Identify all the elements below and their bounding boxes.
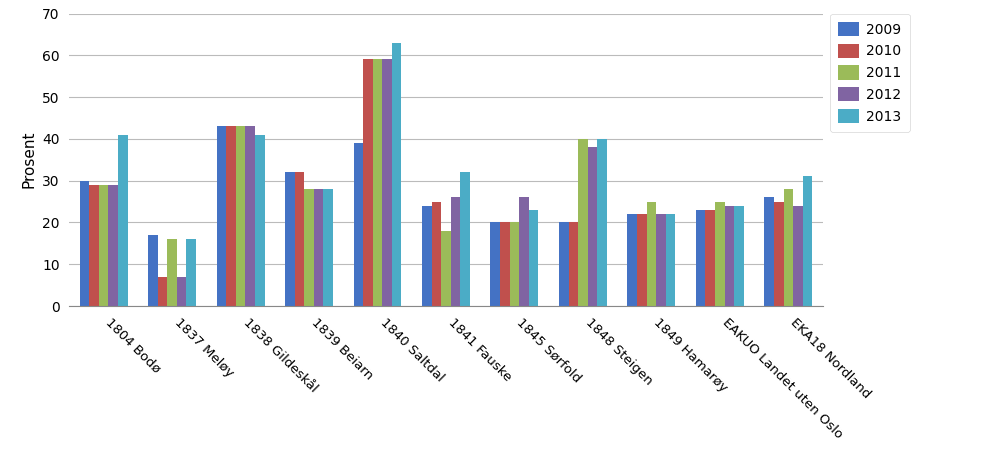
Bar [304, 189, 314, 306]
Bar [383, 59, 391, 306]
Bar [724, 206, 734, 306]
Bar [391, 43, 401, 306]
Bar [314, 189, 323, 306]
Bar [588, 147, 598, 306]
Bar [226, 126, 236, 306]
Bar [118, 135, 128, 306]
Bar [774, 202, 784, 306]
Bar [176, 277, 186, 306]
Bar [422, 206, 431, 306]
Bar [431, 202, 441, 306]
Bar [246, 126, 255, 306]
Bar [441, 231, 451, 306]
Bar [255, 135, 265, 306]
Bar [519, 198, 529, 306]
Bar [108, 185, 118, 306]
Bar [186, 239, 196, 306]
Bar [158, 277, 167, 306]
Bar [461, 172, 470, 306]
Bar [89, 185, 99, 306]
Bar [363, 59, 373, 306]
Bar [236, 126, 246, 306]
Bar [509, 222, 519, 306]
Bar [148, 235, 158, 306]
Bar [764, 198, 774, 306]
Bar [99, 185, 108, 306]
Bar [529, 210, 538, 306]
Bar [696, 210, 706, 306]
Bar [559, 222, 569, 306]
Bar [784, 189, 793, 306]
Bar [706, 210, 716, 306]
Bar [656, 214, 666, 306]
Bar [491, 222, 500, 306]
Y-axis label: Prosent: Prosent [22, 131, 37, 189]
Bar [734, 206, 744, 306]
Bar [637, 214, 646, 306]
Bar [578, 139, 588, 306]
Bar [285, 172, 294, 306]
Bar [323, 189, 333, 306]
Bar [451, 198, 461, 306]
Bar [373, 59, 383, 306]
Bar [217, 126, 226, 306]
Bar [793, 206, 803, 306]
Bar [79, 180, 89, 306]
Bar [167, 239, 176, 306]
Bar [569, 222, 578, 306]
Bar [354, 143, 363, 306]
Bar [294, 172, 304, 306]
Bar [646, 202, 656, 306]
Bar [666, 214, 675, 306]
Bar [598, 139, 606, 306]
Bar [803, 176, 813, 306]
Bar [500, 222, 509, 306]
Bar [627, 214, 637, 306]
Legend: 2009, 2010, 2011, 2012, 2013: 2009, 2010, 2011, 2012, 2013 [830, 14, 910, 132]
Bar [716, 202, 724, 306]
